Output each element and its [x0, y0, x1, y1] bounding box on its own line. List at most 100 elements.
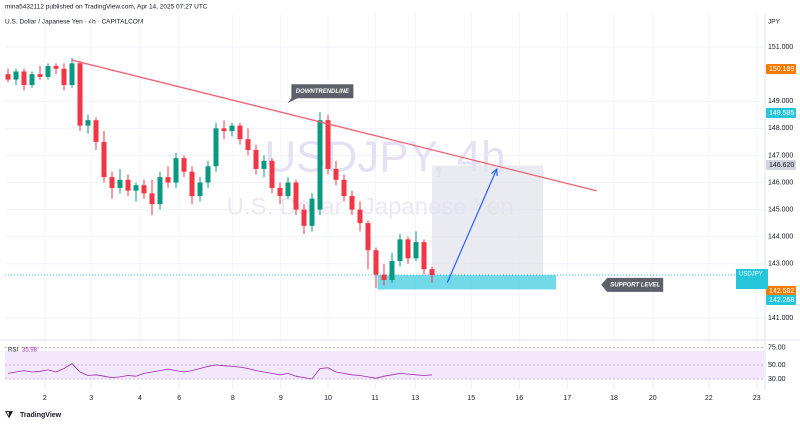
candle-body — [301, 209, 307, 226]
x-tick-label: 2 — [43, 395, 47, 402]
candle-body — [317, 120, 323, 210]
support-zone — [377, 275, 556, 290]
price-label: 142.582 — [769, 288, 794, 295]
arrow — [446, 168, 498, 283]
candle-body — [277, 187, 283, 197]
header: mina5432112 published on TradingView.com… — [5, 4, 208, 11]
y-tick-label: 141.000 — [768, 315, 793, 322]
last-price-change: -4.605 — [769, 281, 787, 287]
candle-body — [293, 182, 299, 210]
candle-body — [221, 128, 227, 132]
x-tick-label: 16 — [515, 395, 523, 402]
candle-body — [309, 198, 315, 226]
candle-body — [245, 139, 251, 151]
last-price-symbol: USDJPY — [739, 272, 763, 278]
chart-title: U.S. Dollar / Japanese Yen · 4h · CAPITA… — [5, 19, 143, 26]
candle-body — [53, 66, 59, 69]
candle-body — [125, 179, 131, 191]
candle-body — [45, 66, 51, 77]
candle-body — [333, 168, 339, 180]
x-tick-label: 17 — [563, 395, 571, 402]
candle-body — [5, 74, 11, 80]
candle-body — [173, 158, 179, 183]
candle-body — [349, 196, 355, 210]
candle-body — [365, 223, 371, 251]
y-tick-label: 149.000 — [768, 98, 793, 105]
candle-body — [101, 141, 107, 178]
candle-body — [237, 125, 243, 140]
last-price-value: 142.584 — [769, 272, 791, 278]
candle-body — [157, 177, 163, 205]
x-tick-label: 18 — [610, 395, 618, 402]
candle-body — [77, 63, 83, 126]
y-tick-label: 144.000 — [768, 234, 793, 241]
rsi-line — [7, 363, 433, 380]
candle-body — [109, 177, 115, 188]
x-tick-label: 9 — [279, 395, 283, 402]
candle-body — [133, 185, 139, 191]
callout-label: DOWNTRENDLINE — [296, 89, 350, 95]
candle-body — [421, 242, 427, 270]
candle-body — [13, 71, 19, 80]
footer: TradingView — [20, 412, 62, 419]
price-label: 148.585 — [769, 110, 794, 117]
candle-body — [197, 182, 203, 197]
candle-body — [341, 179, 347, 197]
candle-body — [325, 120, 331, 169]
candle-body — [189, 171, 195, 197]
candle-body — [405, 239, 411, 259]
candle-body — [205, 166, 211, 183]
x-tick-label: 4 — [138, 395, 142, 402]
target-box — [432, 165, 544, 276]
x-tick-label: 15 — [467, 395, 475, 402]
rsi-name: RSI — [8, 348, 18, 354]
y-tick-label: 151.000 — [768, 44, 793, 51]
logo: ⧩ — [5, 409, 14, 419]
candle-body — [165, 177, 171, 183]
candle-body — [61, 68, 67, 85]
candle-body — [429, 269, 435, 276]
rsi-tick-label: 75.00 — [768, 344, 786, 351]
x-tick-label: 8 — [231, 395, 235, 402]
candle-body — [181, 158, 187, 172]
candle-body — [261, 160, 267, 169]
y-tick-label: 146.000 — [768, 179, 793, 186]
candle-body — [413, 242, 419, 259]
price-label-box — [766, 295, 796, 305]
candle-body — [389, 261, 395, 281]
y-tick-label: 143.000 — [768, 261, 793, 268]
candle-body — [21, 71, 27, 85]
candle-body — [29, 74, 35, 85]
arrow-head — [491, 167, 498, 176]
x-tick-label: 20 — [649, 395, 657, 402]
candle-body — [149, 193, 155, 205]
callout-label: SUPPORT LEVEL — [610, 282, 660, 288]
x-tick-label: 11 — [372, 395, 379, 402]
candle-body — [213, 128, 219, 167]
x-tick-label: 13 — [411, 395, 419, 402]
candle-body — [117, 179, 123, 188]
price-label-box — [766, 160, 796, 170]
candle-body — [141, 185, 147, 194]
candle-body — [269, 160, 275, 188]
rsi-last: 35.98 — [22, 348, 38, 354]
price-label: 142.268 — [769, 297, 794, 304]
trendline — [71, 59, 597, 192]
x-tick-label: 3 — [89, 395, 93, 402]
candle-body — [37, 74, 43, 77]
candle-body — [373, 250, 379, 275]
price-label: 146.620 — [769, 162, 794, 169]
candle-body — [397, 239, 403, 262]
candle-body — [357, 209, 363, 224]
price-label-box — [766, 64, 796, 74]
candle-body — [285, 182, 291, 197]
price-label-box — [766, 286, 796, 296]
x-tick-label: 10 — [324, 395, 332, 402]
callout-box — [601, 277, 664, 292]
candle-body — [381, 274, 387, 281]
x-tick-label: 23 — [753, 395, 761, 402]
x-tick-label: 22 — [705, 395, 713, 402]
y-tick-label: 148.000 — [768, 125, 793, 132]
last-price-box — [736, 269, 768, 289]
